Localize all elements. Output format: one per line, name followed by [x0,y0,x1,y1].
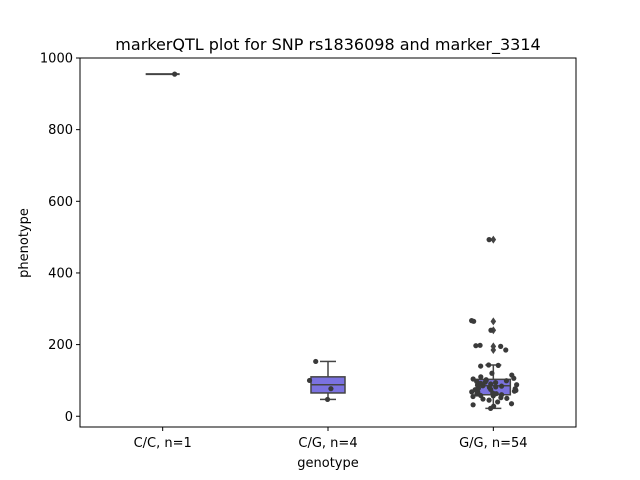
data-point [486,237,492,243]
y-tick-label: 200 [48,338,73,353]
data-point [503,378,510,384]
x-tick-label: C/C, n=1 [134,436,192,451]
data-point [508,401,515,407]
data-point [324,396,331,403]
x-axis: C/C, n=1 C/G, n=4 G/G, n=54 [134,427,528,451]
x-tick-label: G/G, n=54 [459,436,527,451]
data-point [470,376,476,382]
y-tick-label: 600 [48,195,73,210]
strip-points [306,358,334,403]
x-tick-label: C/G, n=4 [298,436,357,451]
data-point [328,386,334,392]
y-tick-label: 1000 [40,52,73,67]
data-point [473,343,479,349]
data-point [509,372,515,378]
plot-area [145,71,520,411]
data-point [514,382,520,388]
data-point [492,379,499,386]
outlier-marker [490,342,497,351]
data-point [483,377,489,383]
y-tick-label: 800 [48,123,73,138]
data-point [488,327,494,333]
data-point [172,71,178,77]
data-point [495,399,501,405]
data-point [498,392,505,398]
data-point [504,395,510,401]
data-point [306,377,313,384]
data-point [491,403,497,409]
data-point [313,358,319,365]
y-tick-label: 0 [65,410,73,425]
data-point [478,374,484,380]
data-point [477,342,483,348]
y-axis: 0 200 400 600 800 1000 [40,52,80,425]
data-point [495,362,501,368]
y-axis-label: phenotype [17,208,32,278]
x-axis-label: genotype [297,456,358,471]
box-group [310,360,346,401]
outlier-marker [490,317,497,326]
data-point [512,386,518,392]
data-point [470,402,476,408]
strip-points [469,237,520,411]
data-point [498,383,505,389]
data-point [493,384,499,390]
data-point [498,343,504,349]
data-point [503,347,509,353]
data-point [489,370,495,376]
data-point [469,317,475,324]
strip-points [172,71,178,77]
outlier-marker [490,235,497,244]
data-point [488,381,494,387]
y-tick-label: 400 [48,266,73,281]
chart-title: markerQTL plot for SNP rs1836098 and mar… [115,35,540,55]
data-point [470,393,476,400]
data-point [486,362,492,368]
data-point [486,397,492,403]
data-point [478,363,484,369]
